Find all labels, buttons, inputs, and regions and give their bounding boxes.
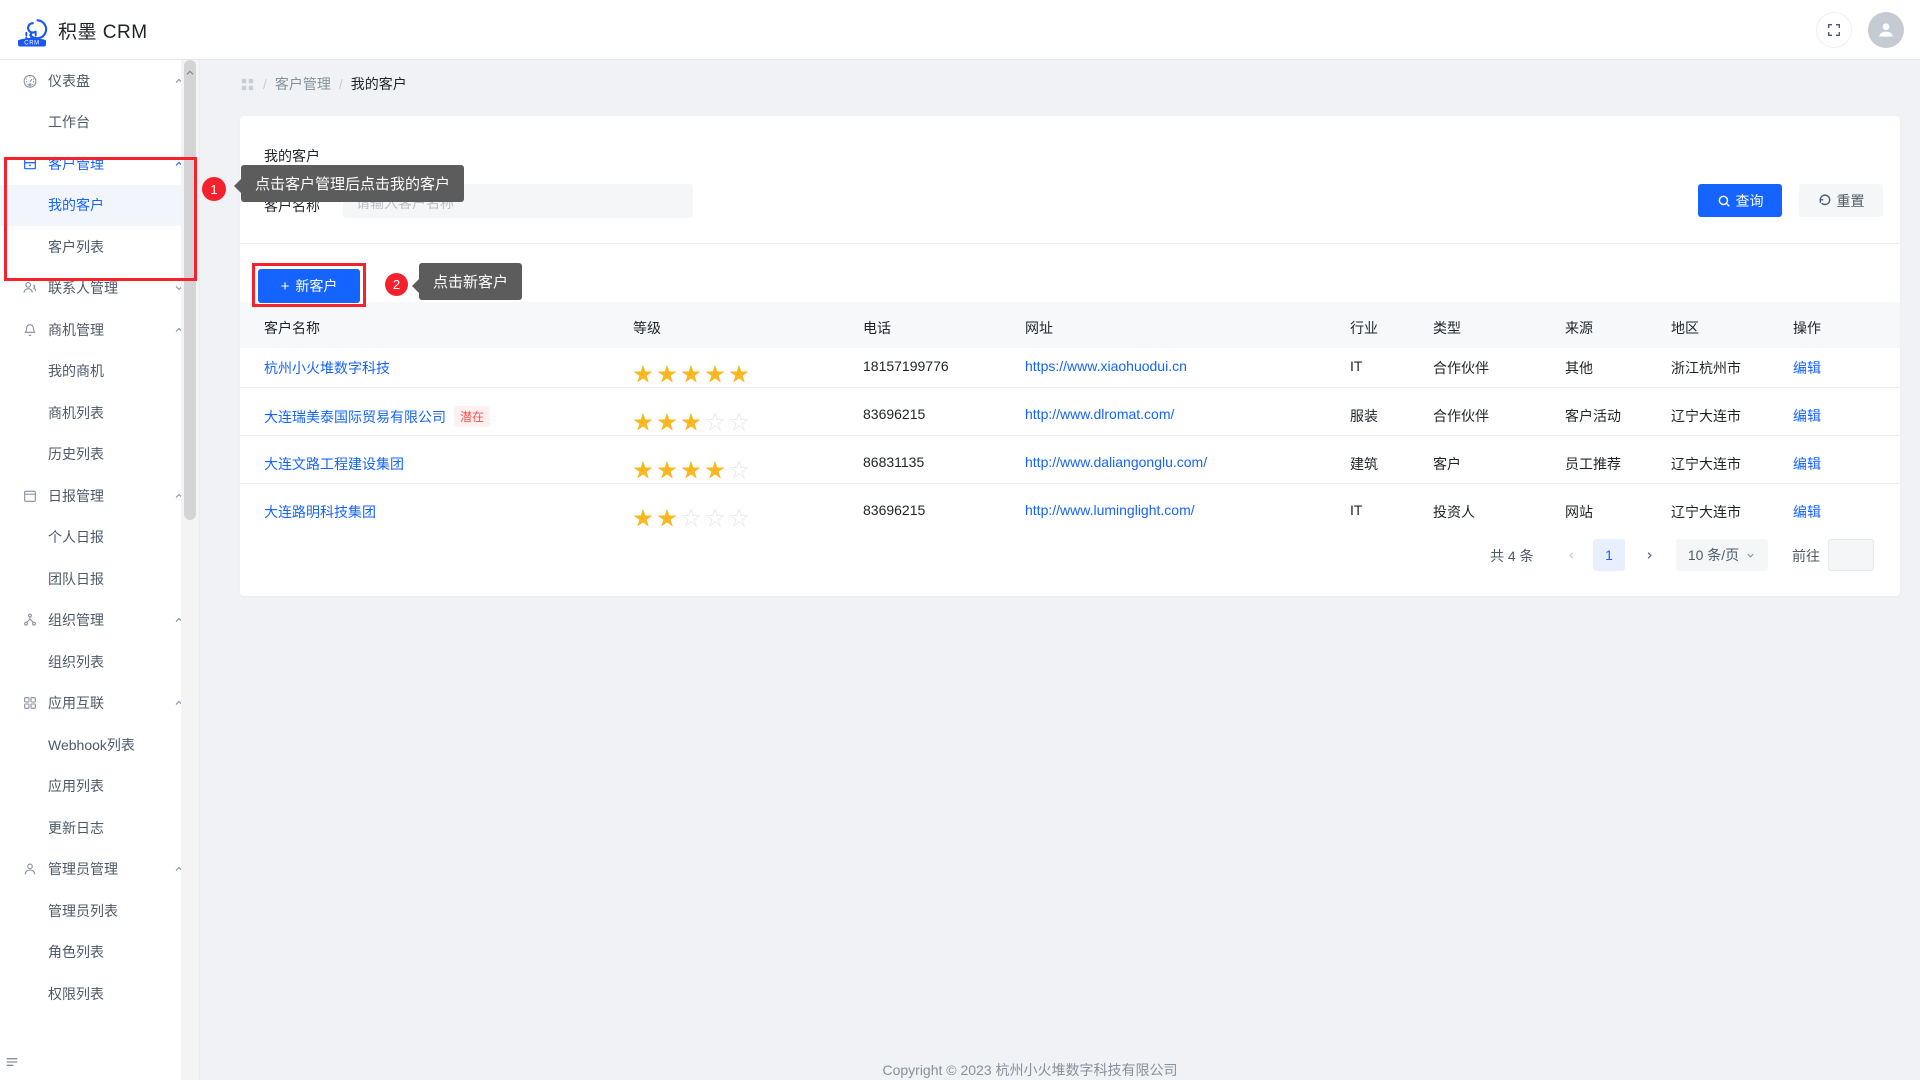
- svg-text:CRM: CRM: [24, 40, 39, 46]
